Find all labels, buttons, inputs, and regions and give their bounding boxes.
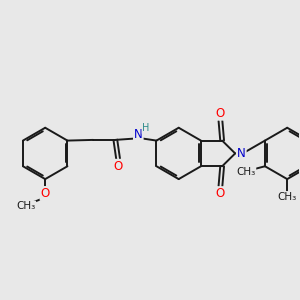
Text: CH₃: CH₃ bbox=[236, 167, 255, 177]
Text: CH₃: CH₃ bbox=[278, 192, 297, 202]
Text: O: O bbox=[216, 107, 225, 120]
Text: O: O bbox=[40, 187, 50, 200]
Text: N: N bbox=[134, 128, 143, 141]
Text: N: N bbox=[237, 147, 246, 160]
Text: CH₃: CH₃ bbox=[16, 202, 35, 212]
Text: O: O bbox=[216, 187, 225, 200]
Text: O: O bbox=[113, 160, 123, 173]
Text: H: H bbox=[142, 123, 150, 133]
